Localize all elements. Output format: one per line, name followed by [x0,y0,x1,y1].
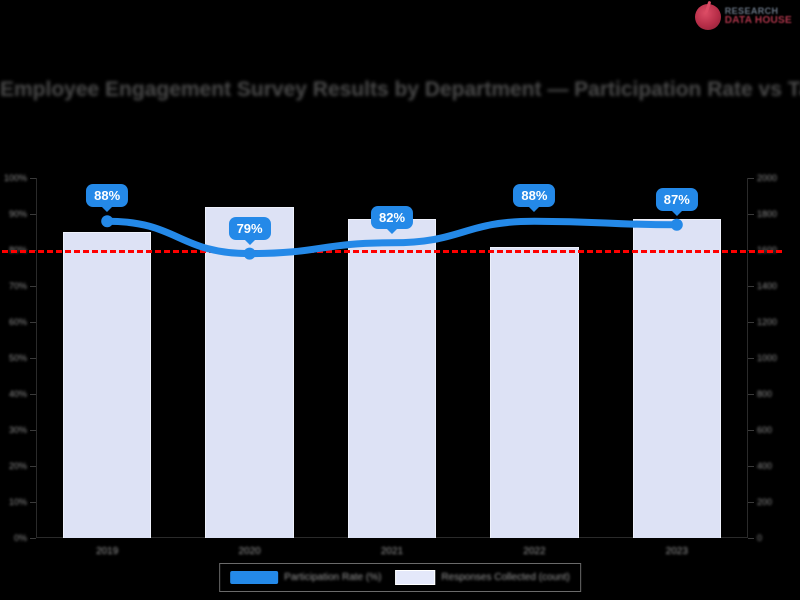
legend-line-swatch-icon [230,571,279,584]
x-axis-tick-label: 2021 [380,546,404,557]
bar[interactable] [205,206,294,538]
x-axis-tick-label: 2020 [238,546,261,557]
y-axis-right-tick [748,502,754,503]
y-axis-right-tick [748,538,754,539]
x-axis-tick-label: 2022 [523,546,546,557]
plot-area: 100% 90% 80% 70% 60% 50% 40% 30% 20% 10% 0% 2000 18… [2,173,782,557]
bar[interactable] [347,219,437,538]
y-axis-right-tick-label: 2000 [757,173,778,183]
y-axis-right-tick-label: 1800 [757,209,778,219]
balloon-logo-icon [694,4,721,30]
y-axis-right-tick-label: 800 [757,389,773,399]
bar[interactable] [490,247,579,538]
y-axis-right-tick [748,466,754,467]
y-axis-left-tick-label: 30% [8,425,27,435]
y-axis-left-tick-label: 50% [8,353,27,363]
y-axis-right-line [747,178,748,538]
y-axis-left-tick-label: 10% [8,497,27,507]
y-axis-right-tick-label: 600 [757,425,773,435]
data-label: 88% [86,184,129,208]
y-axis-right-tick [748,322,754,323]
chart-title: Employee Engagement Survey Results by De… [0,78,800,101]
target-reference-line [2,250,782,253]
y-axis-left-tick [30,502,36,503]
y-axis-right-tick [748,178,754,179]
data-label: 82% [370,205,414,229]
data-label: 87% [655,187,698,211]
y-axis-left-tick-label: 70% [8,281,27,291]
bar[interactable] [63,232,152,538]
legend-label-responses: Responses Collected (count) [441,572,570,583]
chart-legend: Participation Rate (%) Responses Collect… [219,563,581,592]
y-axis-right-tick-label: 400 [757,461,773,471]
bar[interactable] [632,218,721,538]
y-axis-left-tick-label: 90% [8,209,27,219]
brand-logo-line2: DATA HOUSE [724,15,792,27]
y-axis-left-tick [30,394,36,395]
y-axis-left-tick [30,322,36,323]
y-axis-left-tick-label: 100% [3,173,27,183]
y-axis-left-tick [30,358,36,359]
y-axis-left-tick-label: 40% [8,389,27,399]
y-axis-right-tick [748,214,754,215]
brand-logo: RESEARCH DATA HOUSE [694,4,792,30]
y-axis-right-tick [748,430,754,431]
y-axis-left-tick [30,286,36,287]
y-axis-right-tick-label: 200 [757,497,773,507]
y-axis-left-line [36,178,37,538]
data-label: 79% [228,216,271,240]
y-axis-left-tick [30,538,36,539]
y-axis-left-tick [30,178,36,179]
legend-item-participation-rate[interactable]: Participation Rate (%) [230,571,381,584]
y-axis-right-tick-label: 1200 [757,317,778,327]
legend-item-responses[interactable]: Responses Collected (count) [395,570,570,585]
x-axis-tick-label: 2023 [665,546,688,557]
data-label: 88% [513,184,556,208]
brand-logo-line1: RESEARCH [724,6,779,17]
y-axis-right-tick [748,358,754,359]
y-axis-left-tick-label: 20% [8,461,27,471]
y-axis-right-tick [748,394,754,395]
y-axis-left-tick [30,430,36,431]
y-axis-left-tick-label: 60% [8,317,27,327]
brand-logo-text: RESEARCH DATA HOUSE [724,6,792,27]
y-axis-left-tick [30,214,36,215]
y-axis-right-tick-label: 0 [757,533,763,543]
legend-bar-swatch-icon [395,570,436,585]
y-axis-left-tick-label: 0% [13,533,27,543]
y-axis-right-tick [748,286,754,287]
x-axis-tick-label: 2019 [96,546,119,557]
legend-label-participation-rate: Participation Rate (%) [284,572,382,583]
y-axis-left-tick [30,466,36,467]
y-axis-right-tick-label: 1000 [757,353,778,363]
y-axis-right-tick-label: 1400 [757,281,778,291]
